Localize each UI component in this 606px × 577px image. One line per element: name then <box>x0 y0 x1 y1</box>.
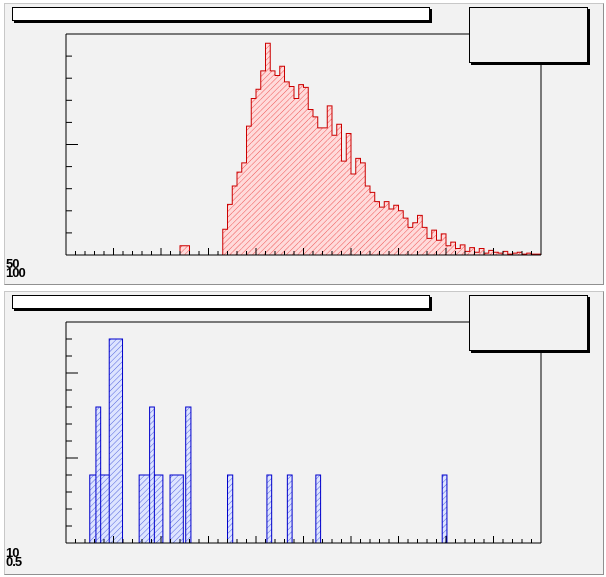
histogram-bar <box>341 161 347 255</box>
histogram-bar <box>222 229 228 255</box>
histogram-bar <box>427 238 432 255</box>
histogram-bar <box>246 126 252 255</box>
histogram-bar <box>266 475 272 543</box>
histogram-bottom <box>65 321 542 544</box>
histogram-bar <box>431 230 437 255</box>
histogram-bar <box>154 475 163 543</box>
histogram-bar <box>184 245 190 255</box>
histogram-bar <box>346 133 351 255</box>
histogram-bar <box>450 242 456 255</box>
histogram-bar <box>436 240 442 255</box>
histogram-bar <box>227 204 233 255</box>
histogram-bar <box>95 407 101 543</box>
histogram-bar <box>379 207 385 255</box>
histogram-bar <box>139 475 150 543</box>
histogram-bar <box>322 127 328 255</box>
histogram-bar <box>298 84 304 255</box>
y-axis-overlapped-label-top: 50 100 <box>6 256 26 280</box>
histogram-bar <box>251 98 256 255</box>
histogram-bar <box>412 222 418 255</box>
histogram-bar <box>89 475 96 543</box>
histogram-bar <box>270 70 275 255</box>
histogram-bar <box>315 475 321 543</box>
histogram-bar <box>484 253 489 255</box>
histogram-bar <box>360 162 366 255</box>
y-tick-label-bottom-b: 0.5 <box>6 554 22 569</box>
histogram-bar <box>237 172 242 255</box>
histogram-bar <box>498 253 503 255</box>
histogram-bar <box>327 105 332 255</box>
stats-box-top <box>469 7 588 63</box>
histogram-bar <box>336 124 342 255</box>
histogram-title-box-bottom <box>12 295 430 309</box>
histogram-bar <box>351 173 356 255</box>
histogram-bar <box>232 185 237 255</box>
histogram-bar <box>284 81 290 255</box>
histogram-bar <box>241 162 247 255</box>
histogram-bar <box>289 86 294 255</box>
histogram-bar <box>455 248 461 255</box>
histogram-bar <box>275 75 280 255</box>
histogram-bar <box>422 227 427 255</box>
histogram-bar <box>332 135 337 255</box>
histogram-bar <box>417 215 423 255</box>
histogram-bar <box>313 116 318 255</box>
histogram-bar <box>393 205 399 255</box>
histogram-bar <box>260 70 266 255</box>
histogram-bar <box>474 252 480 255</box>
histogram-outline <box>89 338 448 543</box>
histogram-bar <box>512 253 518 255</box>
histogram-title-box-top <box>12 7 430 21</box>
histogram-bar <box>517 252 522 255</box>
histogram-bar <box>384 201 389 255</box>
histogram-bar <box>256 89 261 255</box>
histogram-bar <box>403 218 408 255</box>
histogram-bar <box>479 248 484 255</box>
histogram-bar <box>308 109 313 255</box>
histogram-bar <box>460 244 465 255</box>
histogram-bar <box>100 475 110 543</box>
histogram-pad-bottom: 10 0.5 <box>4 291 604 575</box>
histogram-bar <box>317 127 323 255</box>
histogram-bar <box>469 247 475 255</box>
histogram-bar <box>180 245 185 255</box>
histogram-bar <box>287 475 293 543</box>
histogram-bar <box>408 227 413 255</box>
histogram-bar <box>389 208 394 255</box>
histogram-bar <box>227 475 233 543</box>
histogram-bar <box>441 233 446 255</box>
histogram-bar <box>488 250 494 255</box>
histogram-pad-top: 50 100 <box>4 3 604 285</box>
histogram-bar <box>493 252 499 255</box>
y-axis-overlapped-label-bottom: 10 0.5 <box>6 545 22 569</box>
histogram-bar <box>442 475 447 543</box>
y-tick-label-top-b: 100 <box>6 265 26 280</box>
histogram-bar <box>265 43 271 256</box>
y-tick-label-top-a: 50 <box>6 256 19 271</box>
histogram-bar <box>374 201 380 255</box>
histogram-bar <box>303 87 309 256</box>
histogram-bar <box>526 253 532 255</box>
histogram-bar <box>465 251 470 255</box>
histogram-bar <box>503 251 508 255</box>
histogram-bar <box>355 158 361 255</box>
y-tick-label-bottom-a: 10 <box>6 545 19 560</box>
histogram-bar <box>109 339 123 543</box>
histogram-bar <box>446 245 451 255</box>
histogram-bar <box>370 192 375 255</box>
histogram-bar <box>185 407 191 543</box>
histogram-bar <box>365 185 370 255</box>
histogram-bar <box>170 475 184 543</box>
histogram-bar <box>279 66 285 255</box>
histogram-bar <box>149 407 155 543</box>
histogram-top <box>65 33 542 256</box>
histogram-bar <box>294 98 299 255</box>
histogram-bar <box>398 210 404 255</box>
stats-box-bottom <box>469 295 588 351</box>
